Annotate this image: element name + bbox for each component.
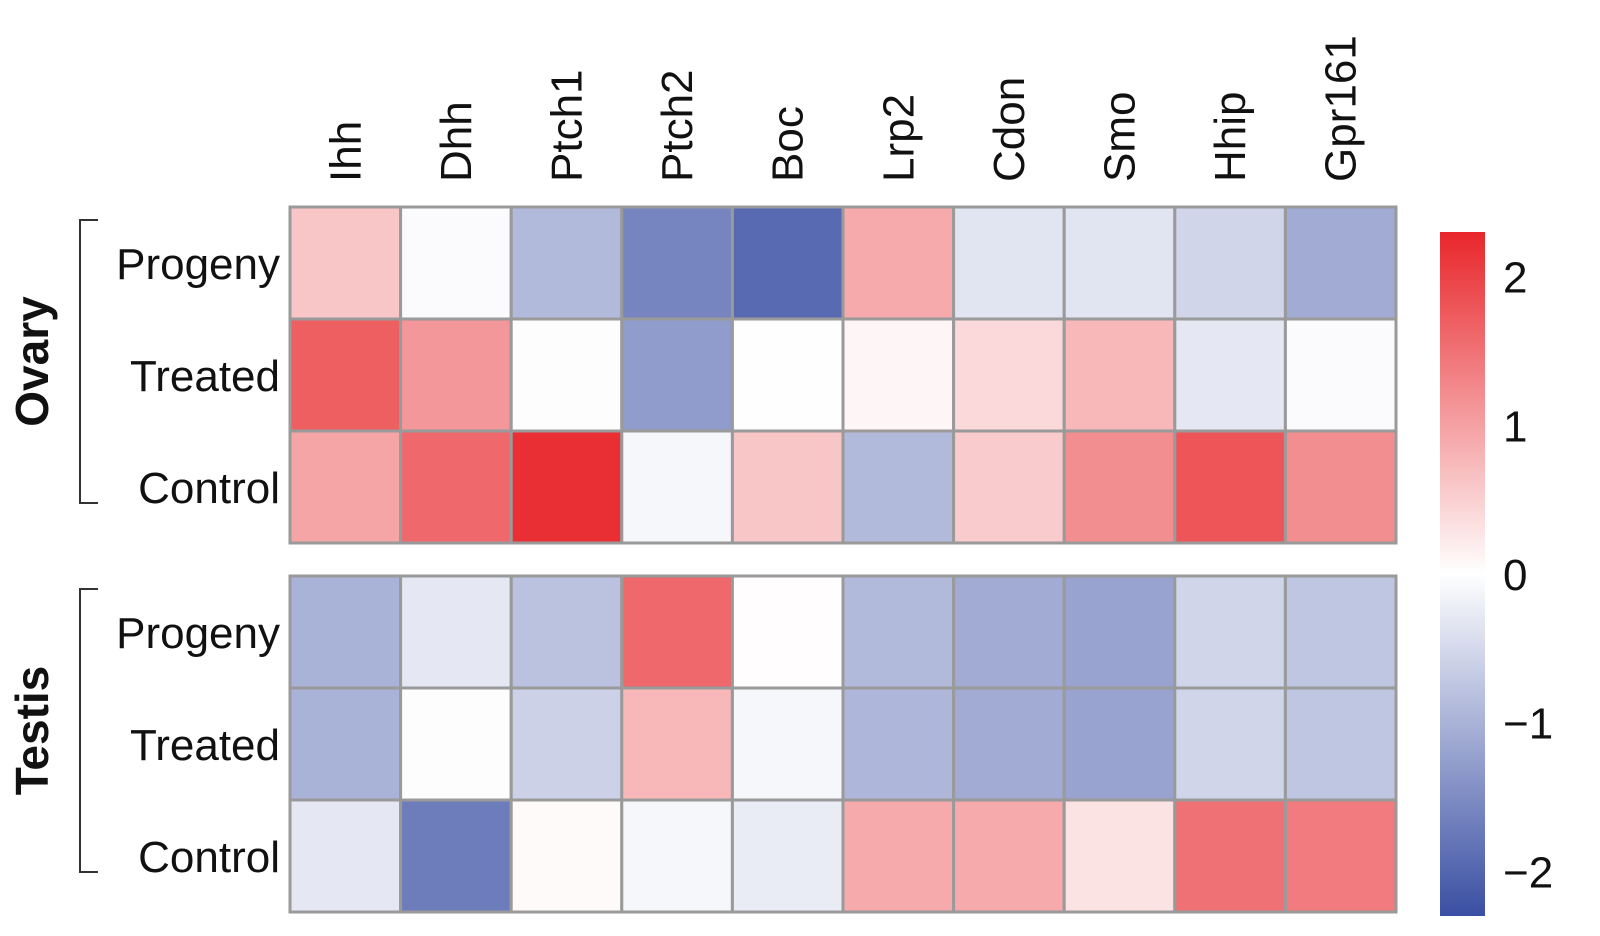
cell-ovary-treated-gpr161 — [1283, 317, 1398, 433]
cell-testis-control-ptch1 — [509, 798, 624, 914]
cell-testis-control-dhh — [399, 798, 513, 914]
cell-ovary-control-lrp2 — [841, 429, 956, 545]
cell-ovary-control-ptch1 — [509, 429, 624, 545]
cell-testis-treated-gpr161 — [1283, 686, 1398, 802]
cell-testis-treated-ihh — [288, 686, 403, 802]
cell-ovary-treated-ihh — [288, 317, 403, 433]
cell-ovary-progeny-boc — [730, 205, 845, 321]
gene-label-dhh: Dhh — [432, 101, 481, 182]
cell-ovary-control-boc — [730, 429, 845, 545]
gene-label-ihh: Ihh — [321, 121, 370, 182]
row-label-testis-control: Control — [138, 833, 280, 882]
cell-testis-treated-lrp2 — [841, 686, 956, 802]
group-label-testis: Testis — [6, 666, 58, 796]
cell-testis-treated-dhh — [399, 686, 513, 802]
cell-testis-progeny-lrp2 — [841, 574, 956, 690]
cell-ovary-progeny-ihh — [288, 205, 403, 321]
cell-testis-progeny-dhh — [399, 574, 513, 690]
cell-ovary-progeny-hhip — [1173, 205, 1287, 321]
cell-testis-progeny-ptch2 — [620, 574, 734, 690]
panel-border-ovary — [288, 205, 1398, 545]
gene-labels: Ihh Dhh Ptch1 Ptch2 Boc Lrp2 Cdon Smo Hhip Gpr161 — [321, 35, 1365, 182]
cell-testis-progeny-hhip — [1173, 574, 1287, 690]
cell-ovary-control-cdon — [952, 429, 1066, 545]
colorbar-tick-2: 2 — [1503, 254, 1527, 303]
row-label-ovary-control: Control — [138, 464, 280, 513]
gene-label-ptch2: Ptch2 — [653, 69, 702, 182]
cell-testis-control-gpr161 — [1283, 798, 1398, 914]
cell-ovary-progeny-ptch1 — [509, 205, 624, 321]
cell-ovary-control-ptch2 — [620, 429, 734, 545]
cell-testis-treated-ptch1 — [509, 686, 624, 802]
cell-ovary-treated-dhh — [399, 317, 513, 433]
gene-label-lrp2: Lrp2 — [874, 94, 923, 182]
cell-ovary-progeny-ptch2 — [620, 205, 734, 321]
cell-ovary-control-dhh — [399, 429, 513, 545]
cell-ovary-treated-smo — [1062, 317, 1177, 433]
cell-testis-progeny-cdon — [952, 574, 1066, 690]
panel-ovary: Progeny Treated Control Ovary — [6, 205, 1398, 545]
cell-ovary-control-ihh — [288, 429, 403, 545]
cell-ovary-progeny-cdon — [952, 205, 1066, 321]
colorbar-tick-neg1: −1 — [1503, 700, 1553, 749]
cell-testis-treated-smo — [1062, 686, 1177, 802]
row-label-testis-progeny: Progeny — [116, 609, 280, 658]
panel-testis: Progeny Treated Control Testis — [6, 574, 1398, 914]
cell-testis-control-smo — [1062, 798, 1177, 914]
cell-ovary-control-gpr161 — [1283, 429, 1398, 545]
cell-ovary-progeny-dhh — [399, 205, 513, 321]
gene-label-gpr161: Gpr161 — [1317, 35, 1366, 182]
cell-testis-control-hhip — [1173, 798, 1287, 914]
cell-ovary-treated-boc — [730, 317, 845, 433]
colorbar: 2 1 0 −1 −2 — [1440, 232, 1553, 916]
row-label-testis-treated: Treated — [130, 721, 280, 770]
gene-label-ptch1: Ptch1 — [543, 69, 592, 182]
panel-border-testis — [288, 574, 1398, 914]
group-bracket-testis — [79, 588, 98, 873]
group-bracket-ovary — [79, 219, 98, 504]
cell-testis-progeny-gpr161 — [1283, 574, 1398, 690]
gene-label-boc: Boc — [764, 106, 813, 182]
cell-ovary-treated-cdon — [952, 317, 1066, 433]
cell-testis-control-ptch2 — [620, 798, 734, 914]
colorbar-gradient — [1440, 232, 1485, 916]
cell-testis-progeny-smo — [1062, 574, 1177, 690]
cell-ovary-treated-ptch1 — [509, 317, 624, 433]
cell-testis-progeny-ptch1 — [509, 574, 624, 690]
cell-ovary-progeny-smo — [1062, 205, 1177, 321]
gene-label-smo: Smo — [1096, 92, 1145, 182]
cell-testis-treated-ptch2 — [620, 686, 734, 802]
cell-testis-treated-cdon — [952, 686, 1066, 802]
cell-testis-control-ihh — [288, 798, 403, 914]
cell-ovary-control-hhip — [1173, 429, 1287, 545]
cell-ovary-progeny-gpr161 — [1283, 205, 1398, 321]
cell-testis-control-cdon — [952, 798, 1066, 914]
heatmap-panels: Progeny Treated Control Ovary Progeny Treated… — [6, 205, 1398, 914]
cell-testis-progeny-boc — [730, 574, 845, 690]
colorbar-tick-neg2: −2 — [1503, 848, 1553, 897]
cell-testis-treated-boc — [730, 686, 845, 802]
cell-testis-control-lrp2 — [841, 798, 956, 914]
cell-testis-progeny-ihh — [288, 574, 403, 690]
cell-ovary-progeny-lrp2 — [841, 205, 956, 321]
colorbar-tick-1: 1 — [1503, 402, 1527, 451]
row-label-ovary-treated: Treated — [130, 352, 280, 401]
gene-label-hhip: Hhip — [1206, 92, 1255, 183]
cell-ovary-treated-lrp2 — [841, 317, 956, 433]
row-label-ovary-progeny: Progeny — [116, 240, 280, 289]
cell-ovary-treated-ptch2 — [620, 317, 734, 433]
cell-testis-treated-hhip — [1173, 686, 1287, 802]
group-label-ovary: Ovary — [6, 296, 58, 427]
cell-ovary-control-smo — [1062, 429, 1177, 545]
gene-label-cdon: Cdon — [985, 77, 1034, 182]
cell-ovary-treated-hhip — [1173, 317, 1287, 433]
cell-testis-control-boc — [730, 798, 845, 914]
colorbar-tick-0: 0 — [1503, 551, 1527, 600]
